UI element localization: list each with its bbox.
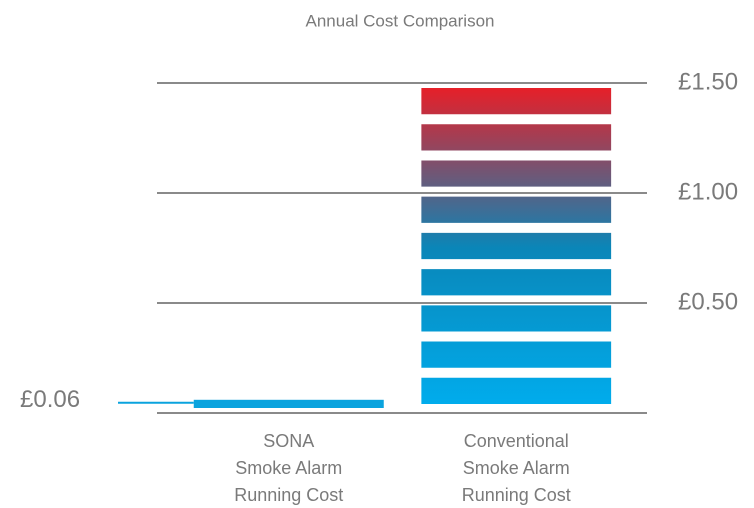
x-tick-label: SONA Smoke Alarm Running Cost (234, 431, 343, 505)
value-label: £0.06 (20, 386, 80, 413)
bar-fill (421, 88, 612, 404)
chart-title: Annual Cost Comparison (306, 11, 495, 30)
bar (421, 88, 612, 404)
x-tick-label: Conventional Smoke Alarm Running Cost (462, 431, 571, 505)
y-tick-label: £1.00 (678, 178, 738, 205)
y-tick-label: £1.50 (678, 68, 738, 95)
bar (193, 399, 384, 408)
y-tick-label: £0.50 (678, 288, 738, 315)
